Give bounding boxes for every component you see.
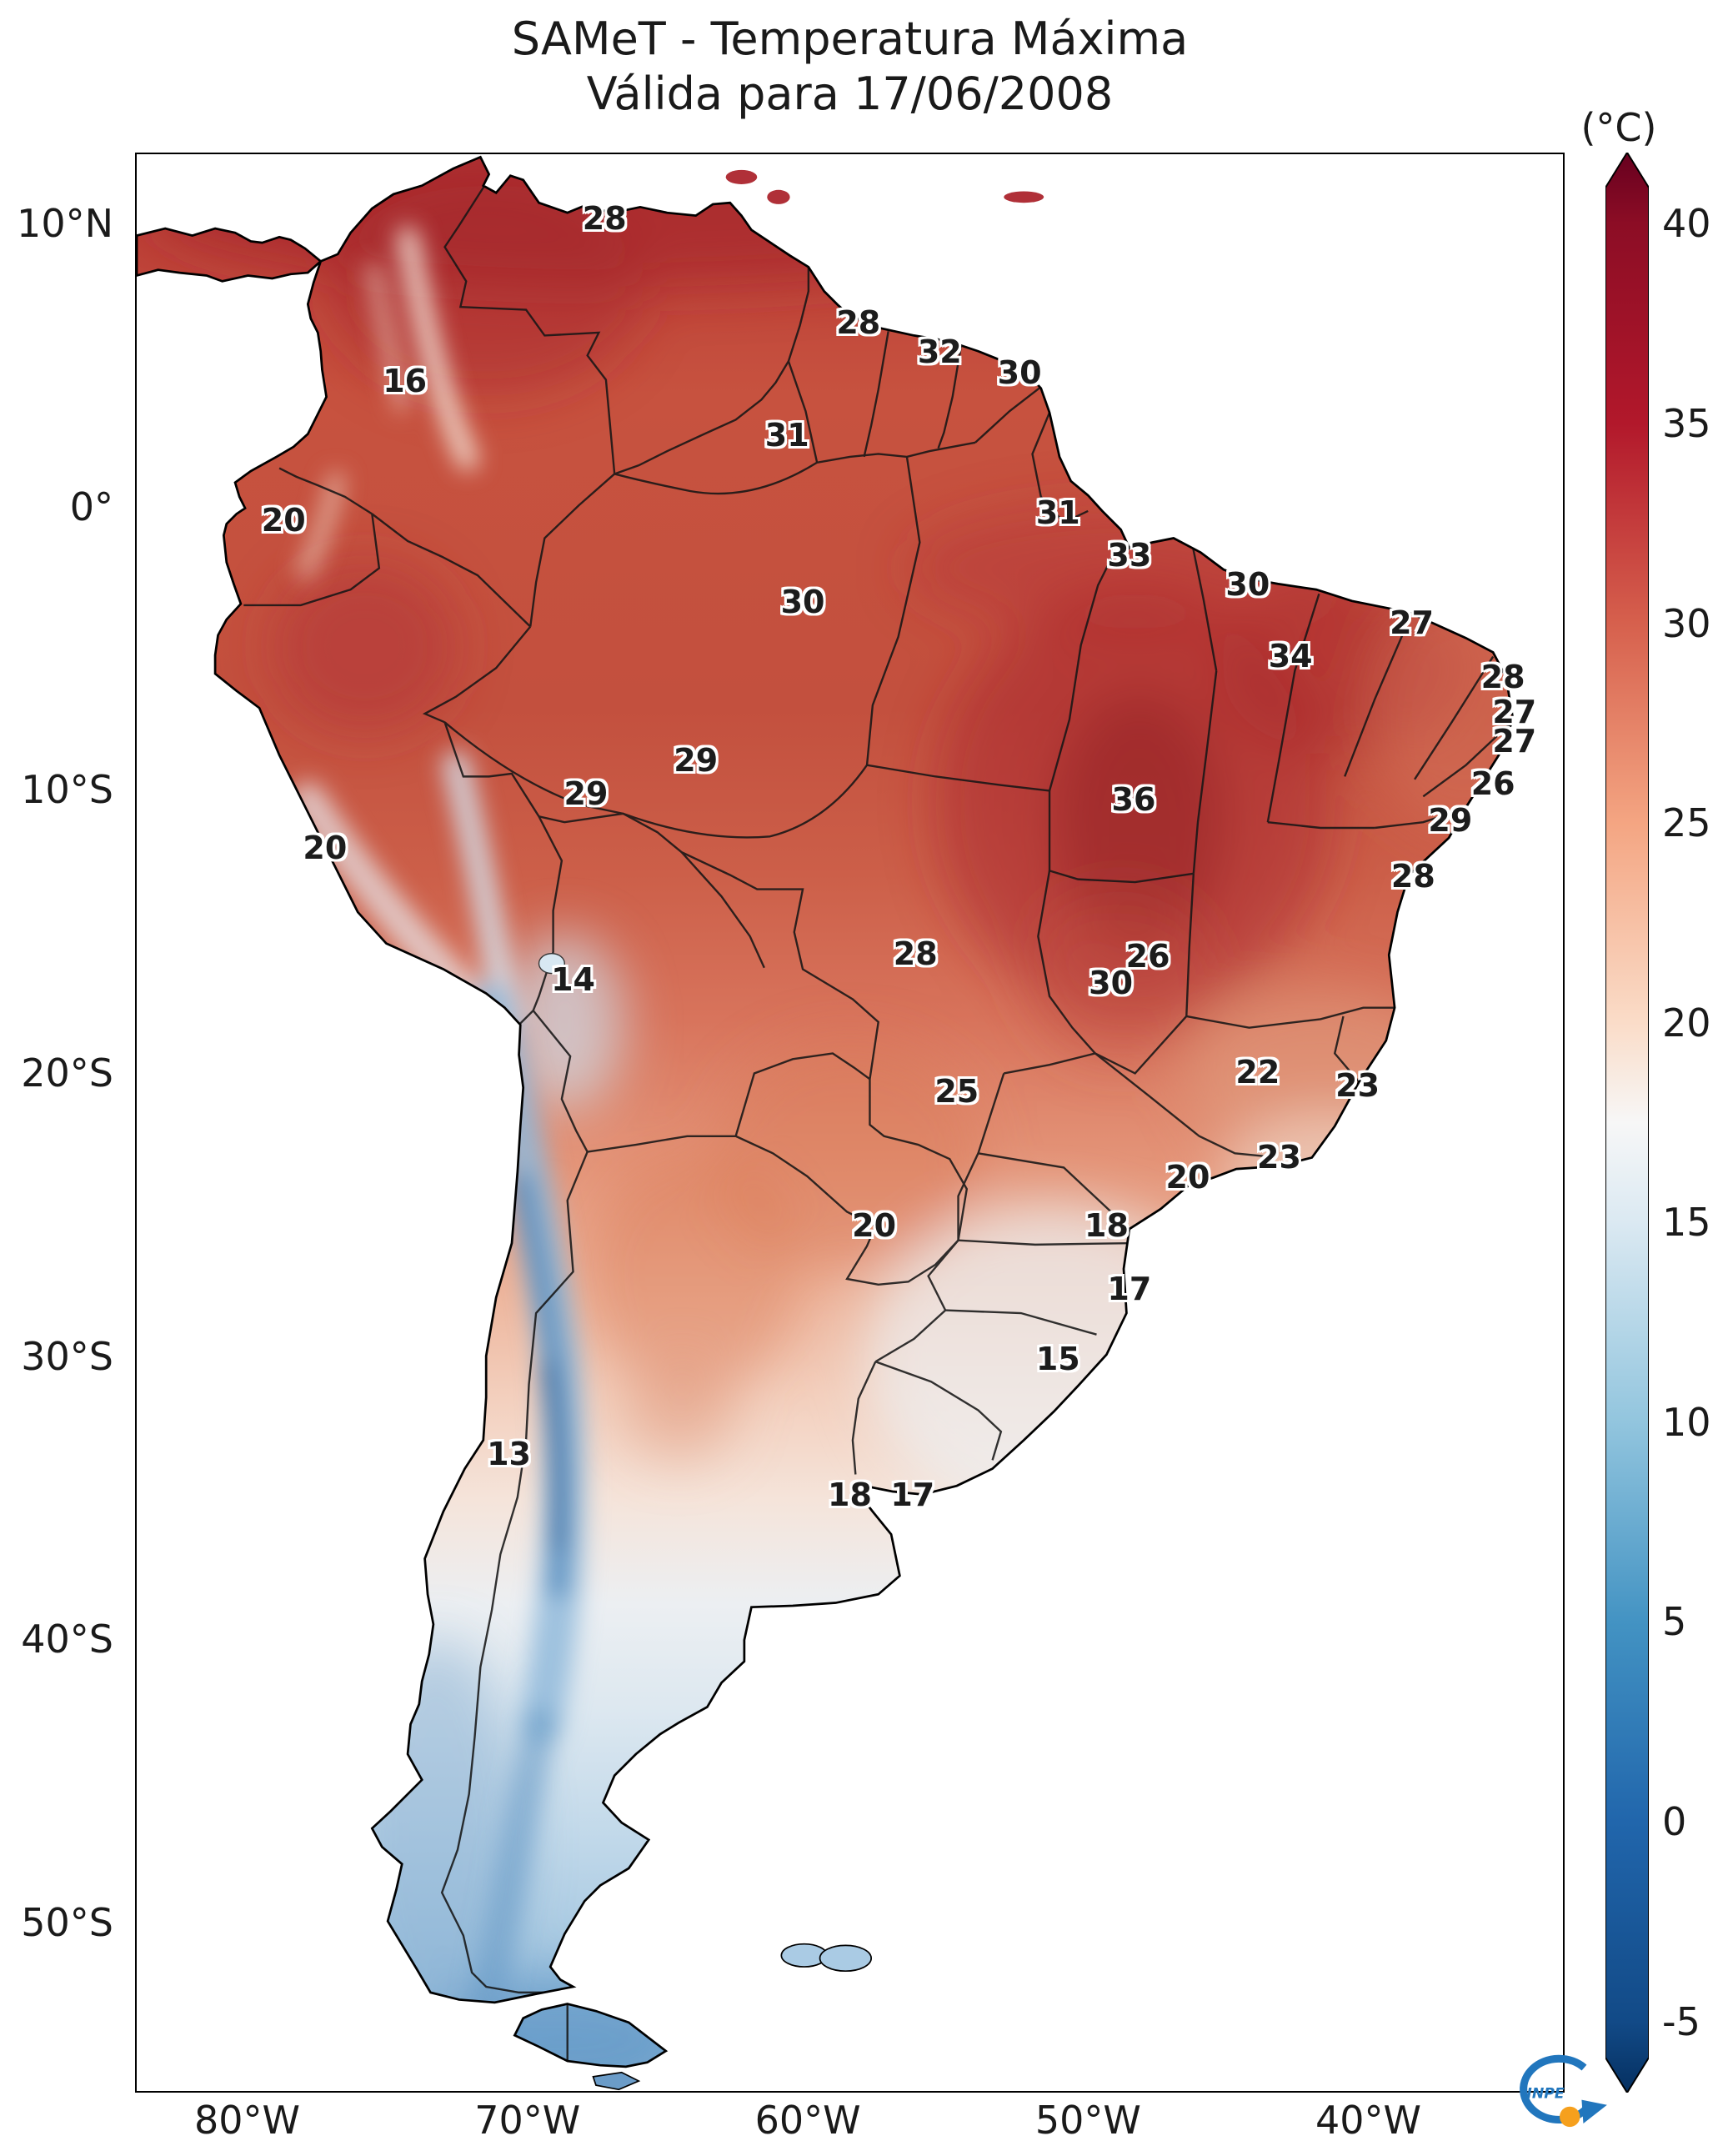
- map-plot-area: 28 28 32 30 16 31 20 31 33 30 30 27 34 28 27 27 29 26 29 36…: [135, 153, 1607, 2128]
- station-temp-label: 25: [934, 1073, 979, 1111]
- station-temperature-labels: 28 28 32 30 16 31 20 31 33 30 30 27 34 28 27 27 29 26 29 36…: [137, 154, 1563, 2091]
- island-trinidad: [725, 169, 758, 184]
- station-temp-label: 29: [1428, 802, 1473, 840]
- station-temp-label: 15: [1035, 1340, 1080, 1377]
- island-falkland-east: [819, 1944, 873, 1973]
- longitude-axis: 80°W 70°W 60°W 50°W 40°W: [135, 2098, 1565, 2151]
- station-temp-label: 16: [383, 362, 428, 399]
- station-temp-label: 33: [1107, 536, 1152, 574]
- small-islands: [538, 169, 1044, 2091]
- station-temp-label: 27: [1492, 694, 1537, 731]
- country-state-borders: [243, 173, 1513, 2067]
- station-temp-label: 30: [997, 354, 1042, 392]
- latitude-axis: 10°N 0° 10°S 20°S 30°S 40°S 50°S: [0, 153, 123, 2093]
- colorbar-tick-label: 35: [1662, 400, 1711, 446]
- colorbar-tick-label: 0: [1662, 1798, 1687, 1844]
- station-temp-label: 29: [563, 775, 609, 812]
- station-temp-label: 23: [1335, 1067, 1380, 1105]
- island-caribbean-strip: [1004, 191, 1044, 203]
- station-temp-label: 27: [1390, 604, 1435, 642]
- station-temp-label: 30: [1089, 965, 1134, 1002]
- station-temp-label: 28: [1390, 858, 1435, 895]
- inpe-logo-text: INPE: [1526, 2086, 1564, 2103]
- island-small-caribbean: [767, 189, 790, 204]
- colorbar: [1605, 151, 1650, 2094]
- colorbar-tick-labels: 40 35 30 25 20 15 10 5 0 -5: [1662, 153, 1723, 2093]
- figure-title: SAMeT - Temperatura Máxima Válida para 1…: [135, 12, 1565, 122]
- station-temp-label: 26: [1470, 765, 1515, 802]
- lat-tick-label: 50°S: [21, 1900, 113, 1946]
- lat-tick-label: 10°N: [17, 200, 113, 246]
- inpe-logo: INPE: [1504, 2048, 1614, 2138]
- station-temp-label: 18: [828, 1476, 872, 1513]
- inpe-arrow-icon: [1581, 2099, 1607, 2124]
- station-temp-label: 23: [1257, 1139, 1301, 1176]
- colorbar-tick-label: 30: [1662, 600, 1711, 646]
- station-temp-label: 13: [487, 1435, 532, 1472]
- station-temp-label: 31: [764, 416, 809, 454]
- island-south-archipelago: [592, 2071, 641, 2091]
- station-temp-label: 36: [1111, 780, 1156, 818]
- inpe-logo-canvas: INPE: [1520, 2054, 1607, 2128]
- station-temp-label: 31: [1035, 494, 1080, 531]
- lon-tick-label: 60°W: [754, 2098, 861, 2143]
- station-temp-label: 17: [1107, 1271, 1152, 1308]
- station-temp-label: 20: [303, 829, 348, 866]
- lat-tick-label: 0°: [69, 484, 113, 529]
- lon-tick-label: 50°W: [1034, 2098, 1141, 2143]
- colorbar-gradient: [1605, 151, 1650, 2094]
- station-temp-label: 29: [674, 742, 719, 780]
- colorbar-tick-label: 40: [1662, 200, 1711, 246]
- title-line-2: Válida para 17/06/2008: [586, 67, 1114, 120]
- lat-tick-label: 10°S: [21, 767, 113, 813]
- station-temp-label: 28: [1480, 659, 1525, 696]
- station-temp-label: 28: [582, 199, 627, 237]
- station-temp-label: 14: [551, 960, 596, 998]
- station-temp-label: 28: [893, 935, 938, 973]
- station-temp-label: 20: [1165, 1158, 1210, 1196]
- station-temp-label: 30: [780, 583, 825, 620]
- colorbar-tick-label: -5: [1662, 1999, 1700, 2045]
- lon-tick-label: 70°W: [474, 2098, 581, 2143]
- colorbar-tick-label: 15: [1662, 1200, 1711, 1246]
- station-temp-label: 22: [1235, 1054, 1280, 1091]
- station-temp-label: 17: [890, 1476, 935, 1513]
- colorbar-tick-label: 25: [1662, 800, 1711, 845]
- lat-tick-label: 20°S: [21, 1050, 113, 1096]
- map-canvas: [137, 156, 1515, 2091]
- station-temp-label: 27: [1492, 722, 1537, 760]
- colorbar-unit-label: (°C): [1580, 105, 1657, 150]
- station-temp-label: 34: [1268, 637, 1313, 674]
- station-temp-label: 18: [1084, 1206, 1129, 1244]
- station-temp-label: 26: [1125, 937, 1170, 975]
- lon-tick-label: 80°W: [193, 2098, 300, 2143]
- title-line-1: SAMeT - Temperatura Máxima: [511, 13, 1189, 65]
- inpe-orange-dot: [1560, 2106, 1580, 2128]
- colorbar-tick-label: 20: [1662, 1000, 1711, 1045]
- station-temp-label: 32: [917, 333, 962, 370]
- colorbar-tick-label: 10: [1662, 1400, 1711, 1446]
- station-temp-label: 28: [836, 304, 881, 342]
- station-temp-label: 30: [1225, 565, 1270, 603]
- lat-tick-label: 40°S: [21, 1617, 113, 1662]
- lake-titicaca: [538, 952, 565, 975]
- lat-tick-label: 30°S: [21, 1333, 113, 1379]
- station-temp-label: 20: [852, 1206, 897, 1244]
- colorbar-tick-label: 5: [1662, 1599, 1687, 1645]
- lon-tick-label: 40°W: [1315, 2098, 1422, 2143]
- station-temp-label: 20: [261, 502, 306, 539]
